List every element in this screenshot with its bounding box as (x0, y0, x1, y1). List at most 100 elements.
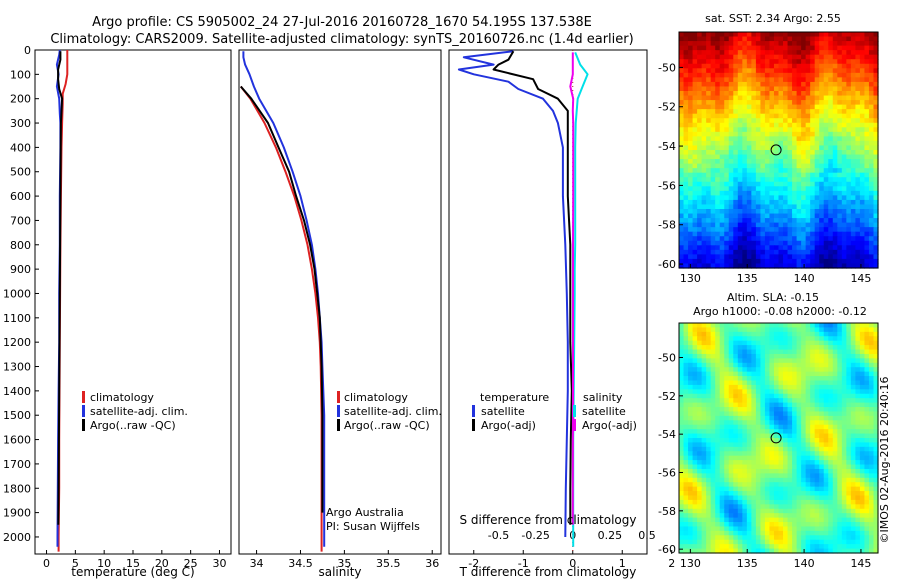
heatmap-cell (783, 254, 789, 260)
heatmap-cell (746, 140, 752, 147)
legend-swatch-t-argo (472, 419, 475, 431)
heatmap-cell (760, 91, 766, 97)
heatmap-cell (683, 513, 689, 519)
heatmap-cell (796, 150, 802, 156)
heatmap-cell (715, 159, 721, 165)
heatmap-cell (715, 222, 721, 228)
heatmap-cell (764, 358, 771, 364)
heatmap-cell (859, 473, 866, 479)
heatmap-cell (728, 100, 734, 106)
heatmap-cell (796, 104, 802, 110)
heatmap-cell (742, 258, 748, 265)
heatmap-cell (873, 548, 879, 554)
heatmap-cell (850, 336, 856, 342)
heatmap-cell (728, 240, 734, 246)
heatmap-cell (864, 118, 870, 124)
depth-tick-label: 1100 (3, 312, 31, 325)
heatmap-cell (728, 331, 734, 337)
heatmap-cell (728, 68, 734, 74)
heatmap-cell (697, 109, 703, 115)
heatmap-cell (796, 513, 802, 519)
heatmap-cell (846, 199, 852, 206)
difference-series (457, 50, 589, 547)
heatmap-cell (783, 263, 789, 269)
heatmap-cell (751, 168, 757, 174)
heatmap-cell (859, 181, 866, 187)
heatmap-cell (855, 473, 861, 479)
heatmap-cell (792, 323, 798, 329)
heatmap-cell (692, 539, 698, 545)
heatmap-cell (706, 181, 712, 187)
heatmap-cell (692, 420, 698, 426)
heatmap-cell (733, 186, 739, 192)
heatmap-cell (859, 517, 866, 523)
heatmap-cell (746, 424, 752, 430)
heatmap-cell (688, 420, 694, 426)
heatmap-cell (751, 340, 757, 346)
heatmap-cell (710, 340, 716, 346)
heatmap-cell (728, 218, 734, 224)
heatmap-cell (733, 136, 739, 142)
legend-swatch-argo (82, 419, 85, 431)
heatmap-cell (742, 249, 748, 255)
heatmap-cell (859, 186, 866, 192)
heatmap-cell (715, 371, 721, 377)
heatmap-cell (710, 384, 716, 390)
heatmap-cell (810, 140, 816, 147)
heatmap-cell (796, 199, 802, 206)
heatmap-cell (810, 451, 816, 457)
heatmap-cell (787, 218, 793, 224)
heatmap-cell (823, 186, 829, 192)
heatmap-cell (819, 77, 825, 83)
heatmap-cell (706, 473, 712, 479)
heatmap-cell (850, 195, 856, 201)
heatmap-cell (787, 544, 793, 550)
heatmap-cell (814, 411, 820, 417)
heatmap-cell (728, 199, 734, 206)
heatmap-cell (769, 473, 775, 479)
heatmap-cell (787, 118, 793, 124)
heatmap-cell (733, 429, 739, 435)
heatmap-cell (724, 482, 730, 488)
heatmap-cell (724, 249, 730, 255)
heatmap-cell (868, 249, 875, 255)
heatmap-cell (773, 77, 780, 83)
heatmap-cell (742, 393, 748, 399)
heatmap-cell (859, 163, 866, 169)
heatmap-cell (710, 508, 716, 514)
heatmap-cell (778, 522, 784, 528)
heatmap-cell (859, 429, 866, 435)
heatmap-cell (715, 172, 721, 178)
heatmap-cell (742, 371, 748, 377)
heatmap-cell (814, 517, 820, 523)
heatmap-cell (778, 371, 784, 377)
heatmap-cell (773, 384, 780, 390)
heatmap-cell (801, 213, 807, 219)
heatmap-cell (868, 86, 875, 92)
heatmap-cell (688, 508, 694, 514)
heatmap-cell (778, 544, 784, 550)
sla-map-title-line2: Argo h1000: -0.08 h2000: -0.12 (693, 305, 867, 318)
heatmap-cell (737, 81, 743, 88)
heatmap-cell (787, 508, 793, 514)
heatmap-cell (683, 429, 689, 435)
heatmap-cell (837, 468, 843, 474)
heatmap-cell (742, 163, 748, 169)
heatmap-cell (859, 508, 866, 514)
heatmap-cell (724, 163, 730, 169)
heatmap-cell (724, 59, 730, 65)
heatmap-cell (778, 181, 784, 187)
heatmap-cell (769, 109, 775, 115)
heatmap-cell (728, 81, 734, 88)
heatmap-cell (764, 172, 771, 178)
heatmap-cell (715, 168, 721, 174)
heatmap-cell (742, 535, 748, 541)
heatmap-cell (683, 393, 689, 399)
heatmap-cell (719, 389, 725, 395)
heatmap-cell (787, 499, 793, 505)
heatmap-cell (832, 245, 838, 251)
heatmap-cell (683, 376, 689, 382)
heatmap-cell (832, 127, 838, 133)
heatmap-cell (796, 376, 802, 382)
heatmap-cell (715, 150, 721, 156)
